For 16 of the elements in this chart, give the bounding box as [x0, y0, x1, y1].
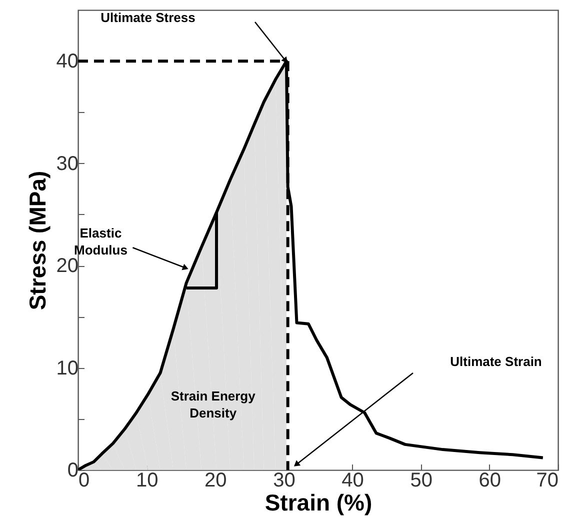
annotation: Ultimate Stress [100, 10, 196, 25]
x-tick-label: 20 [204, 470, 227, 492]
y-tick-label: 20 [56, 255, 78, 278]
x-tick-label: 70 [536, 470, 558, 492]
x-tick-label: 10 [136, 470, 158, 492]
y-tick-label: 30 [56, 152, 78, 175]
x-tick-label: 50 [410, 470, 432, 492]
annotation: Strain Energy Density [170, 388, 256, 421]
annotation: Ultimate Strain [450, 354, 542, 369]
x-tick-label: 30 [273, 470, 296, 492]
y-axis-title: Stress (MPa) [24, 170, 50, 310]
y-tick-label: 40 [56, 50, 78, 73]
x-tick-label: 40 [342, 470, 364, 492]
y-tick-label: 10 [56, 357, 78, 380]
x-axis-title: Strain (%) [264, 490, 372, 516]
x-tick-label: 60 [478, 470, 502, 492]
